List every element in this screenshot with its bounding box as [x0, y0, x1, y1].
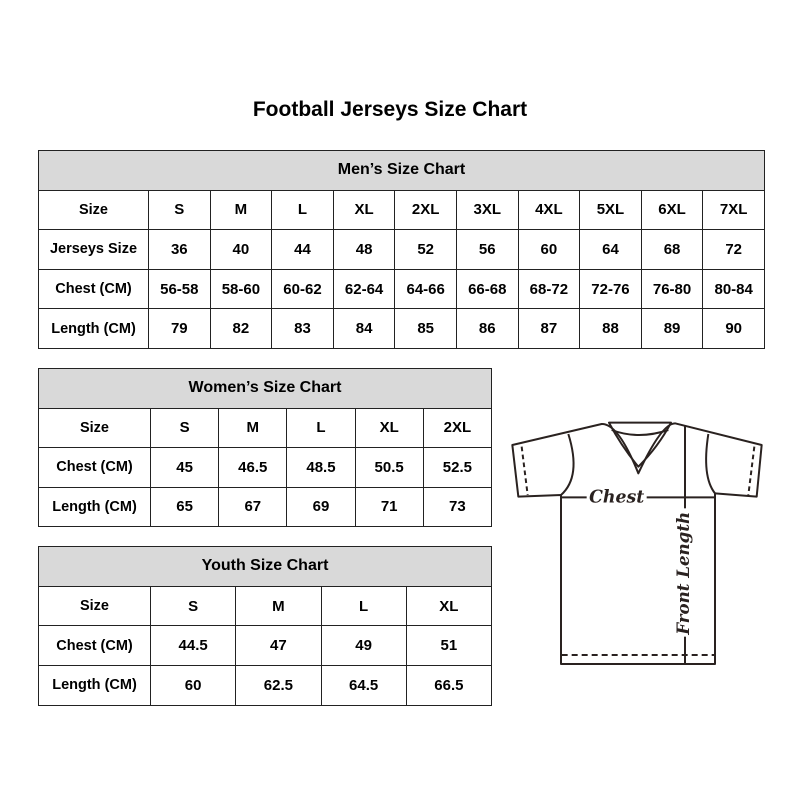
table-cell: 67 [218, 486, 288, 527]
table-cell: 68-72 [517, 268, 581, 310]
table-cell: 76-80 [640, 268, 704, 310]
table-cell: 40 [209, 229, 273, 270]
table-cell: L [286, 407, 356, 448]
table-cell: S [148, 189, 211, 231]
table-cell: 2XL [394, 189, 457, 231]
table-cell: 5XL [579, 189, 642, 231]
table-cell: 50.5 [354, 447, 424, 488]
table-cell: 65 [149, 486, 220, 527]
table-row: Size S M L XL 2XL [38, 407, 493, 448]
table-cell: 36 [148, 229, 211, 270]
table-cell: S [149, 407, 220, 448]
table-cell: 4XL [517, 189, 581, 231]
table-cell: 64 [579, 229, 642, 270]
table-cell: 88 [579, 308, 642, 349]
table-row: Size S M L XL [38, 585, 493, 627]
womens-table-heading: Women’s Size Chart [38, 368, 492, 409]
table-cell: 66-68 [455, 268, 519, 310]
table-cell: 90 [702, 308, 765, 349]
table-cell: 86 [455, 308, 519, 349]
row-label: Size [38, 407, 151, 448]
table-cell: 64.5 [320, 665, 407, 706]
table-row: Length (CM) 79 82 83 84 85 86 87 88 89 90 [38, 308, 765, 349]
table-cell: 45 [149, 447, 220, 488]
table-row: Length (CM) 65 67 69 71 73 [38, 486, 493, 527]
table-cell: XL [354, 407, 424, 448]
row-label: Jerseys Size [38, 229, 149, 270]
table-cell: L [271, 189, 334, 231]
table-cell: 2XL [422, 407, 493, 448]
table-cell: 62.5 [235, 665, 322, 706]
table-cell: 44 [271, 229, 334, 270]
row-label: Length (CM) [38, 308, 149, 349]
table-cell: 72-76 [579, 268, 642, 310]
row-label: Chest (CM) [38, 625, 151, 667]
table-cell: 60 [517, 229, 581, 270]
table-cell: 58-60 [209, 268, 273, 310]
table-cell: 89 [640, 308, 704, 349]
table-cell: 46.5 [218, 447, 288, 488]
table-cell: 85 [394, 308, 457, 349]
youth-table-heading: Youth Size Chart [38, 546, 492, 587]
table-cell: 52 [394, 229, 457, 270]
table-cell: XL [405, 585, 493, 627]
row-label: Chest (CM) [38, 447, 151, 488]
table-cell: 56 [455, 229, 519, 270]
table-cell: 51 [405, 625, 493, 667]
table-cell: 66.5 [405, 665, 493, 706]
row-label: Size [38, 585, 151, 627]
table-cell: 71 [354, 486, 424, 527]
table-cell: 44.5 [149, 625, 237, 667]
chest-label: Chest [589, 487, 644, 507]
row-label: Chest (CM) [38, 268, 149, 310]
page-title: Football Jerseys Size Chart [252, 98, 528, 121]
table-cell: M [218, 407, 288, 448]
mens-size-table: Men’s Size Chart Size S M L XL 2XL 3XL 4XL 5XL 6X… [38, 150, 765, 349]
table-cell: 48.5 [286, 447, 356, 488]
table-row: Size S M L XL 2XL 3XL 4XL 5XL 6XL 7XL [38, 189, 765, 231]
table-cell: 64-66 [394, 268, 457, 310]
table-cell: 60-62 [271, 268, 334, 310]
womens-size-table: Women’s Size Chart Size S M L XL 2XL Chest (CM… [38, 368, 493, 527]
table-cell: L [320, 585, 407, 627]
shirt-outline [511, 422, 763, 665]
mens-table-heading: Men’s Size Chart [38, 150, 765, 191]
row-label: Size [38, 189, 149, 231]
front-length-label: Front Length [673, 512, 693, 636]
table-cell: 3XL [455, 189, 519, 231]
table-cell: 79 [148, 308, 211, 349]
table-cell: 73 [422, 486, 493, 527]
table-cell: 69 [286, 486, 356, 527]
row-label: Length (CM) [38, 486, 151, 527]
table-cell: 62-64 [332, 268, 396, 310]
table-cell: 60 [149, 665, 237, 706]
table-cell: 72 [702, 229, 765, 270]
table-row: Chest (CM) 45 46.5 48.5 50.5 52.5 [38, 447, 493, 488]
table-cell: 84 [332, 308, 396, 349]
table-row: Length (CM) 60 62.5 64.5 66.5 [38, 665, 493, 706]
table-cell: 7XL [702, 189, 765, 231]
youth-size-table: Youth Size Chart Size S M L XL Chest (CM) 44.5… [38, 546, 493, 706]
table-cell: 80-84 [702, 268, 765, 310]
table-cell: 68 [640, 229, 704, 270]
table-row: Chest (CM) 56-58 58-60 60-62 62-64 64-66 66-68… [38, 268, 765, 310]
table-cell: 56-58 [148, 268, 211, 310]
table-cell: XL [332, 189, 396, 231]
table-cell: 48 [332, 229, 396, 270]
table-row: Chest (CM) 44.5 47 49 51 [38, 625, 493, 667]
table-cell: 82 [209, 308, 273, 349]
table-cell: S [149, 585, 237, 627]
table-cell: 47 [235, 625, 322, 667]
table-cell: 6XL [640, 189, 704, 231]
table-row: Jerseys Size 36 40 44 48 52 56 60 64 68 72 [38, 229, 765, 270]
row-label: Length (CM) [38, 665, 151, 706]
table-cell: 83 [271, 308, 334, 349]
table-cell: 52.5 [422, 447, 493, 488]
table-cell: M [235, 585, 322, 627]
jersey-measurement-diagram: Chest Front Length [511, 421, 763, 665]
table-cell: M [209, 189, 273, 231]
table-cell: 49 [320, 625, 407, 667]
table-cell: 87 [517, 308, 581, 349]
